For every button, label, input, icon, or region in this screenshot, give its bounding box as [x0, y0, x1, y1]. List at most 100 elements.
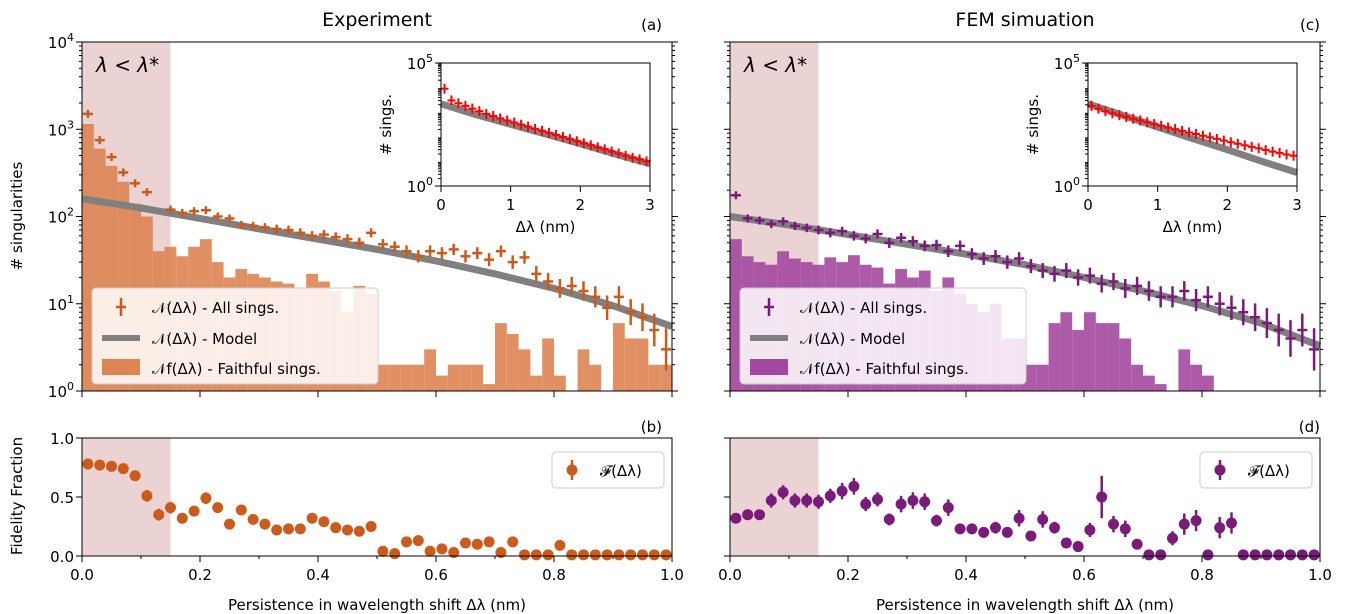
hist-bar	[388, 364, 401, 391]
data-point	[271, 524, 283, 536]
data-point	[872, 493, 883, 505]
x-tick-label: 0.4	[306, 566, 330, 584]
data-point	[754, 509, 765, 521]
legend-label: 𝒩(Δλ) - Model	[152, 330, 257, 348]
inset-y-tick-label: 100	[407, 175, 433, 196]
panel-b-plot: 0.0 0.2 0.4 0.6 0.8 1.0 0.0 0.5 1.0 𝓕(Δλ)	[50, 430, 684, 584]
data-point	[1037, 513, 1049, 525]
hist-bar	[93, 148, 106, 391]
x-tick-label: 1.0	[1308, 566, 1332, 584]
hist-bar	[506, 334, 519, 391]
x-tick-label: 1.0	[660, 566, 684, 584]
data-point	[919, 496, 931, 508]
data-point	[1049, 522, 1060, 534]
hist-bar	[1084, 312, 1096, 391]
panel-b-fidelity-experiment: (b) Fidelity Fraction Persistence in wav…	[8, 418, 662, 614]
inset-x-tick-label: 0	[436, 196, 446, 214]
x-tick-label: 0.6	[1072, 566, 1096, 584]
hist-bar	[554, 375, 566, 391]
data-point	[153, 509, 165, 521]
inset-frame	[1087, 62, 1298, 187]
data-point	[1296, 549, 1308, 561]
data-point	[848, 480, 860, 492]
panel-d-plot: 0.0 0.2 0.4 0.6 0.8 1.0 𝓕(Δλ)	[718, 437, 1332, 584]
legend-box	[739, 287, 1027, 385]
x-tick-label: 0.2	[188, 566, 212, 584]
data-point	[495, 546, 507, 558]
hist-bar	[1048, 323, 1061, 391]
inset-x-tick-label: 3	[645, 196, 655, 214]
data-point	[1249, 549, 1261, 561]
data-point	[1237, 549, 1249, 561]
data-point	[507, 536, 519, 548]
data-point	[1178, 518, 1190, 530]
data-point	[188, 505, 200, 517]
data-point	[365, 521, 377, 532]
hist-bar	[1107, 323, 1120, 391]
data-point	[82, 458, 94, 470]
hist-bar	[82, 123, 94, 392]
inset-background	[1088, 63, 1297, 186]
hist-bar	[447, 364, 460, 391]
data-point	[1119, 523, 1131, 535]
data-point	[836, 485, 848, 497]
inset-y-tick-label: 105	[1054, 52, 1080, 73]
data-point	[1072, 541, 1084, 553]
data-point	[448, 546, 460, 558]
data-point	[990, 522, 1001, 534]
data-point	[625, 549, 637, 561]
inset-y-tick-label: 100	[1054, 175, 1080, 196]
data-point	[613, 549, 625, 561]
hist-bar	[1131, 364, 1143, 391]
hist-bar	[117, 181, 130, 391]
data-point	[978, 526, 990, 538]
y-tick-label: 102	[48, 206, 74, 227]
panel-c-label: (c)	[1300, 16, 1320, 34]
legend-point-swatch	[1214, 464, 1226, 476]
data-point	[436, 543, 448, 555]
x-tick-label: 0.8	[1190, 566, 1214, 584]
hist-bar	[105, 165, 118, 391]
data-point	[176, 512, 188, 524]
data-point	[554, 539, 566, 551]
data-point	[401, 536, 412, 548]
hist-bar	[542, 338, 554, 391]
panel-b-xlabel: Persistence in wavelength shift Δλ (nm)	[228, 596, 526, 614]
inset-ylabel: # sings.	[377, 94, 395, 155]
data-point	[789, 495, 801, 507]
data-point	[637, 549, 648, 561]
y-tick-label: 0.5	[50, 489, 74, 507]
data-point	[578, 549, 589, 561]
data-point	[931, 515, 942, 527]
inset-y-tick-label: 105	[407, 52, 433, 73]
data-point	[294, 523, 306, 535]
data-point	[966, 523, 978, 535]
y-tick-label: 101	[48, 293, 74, 314]
inset-ylabel: # sings.	[1024, 94, 1042, 155]
data-point	[1143, 549, 1155, 561]
data-point	[660, 549, 672, 561]
model-line	[729, 213, 1322, 350]
panel-a-title: Experiment	[322, 9, 432, 31]
y-tick-label: 100	[48, 380, 74, 401]
data-point	[1273, 549, 1285, 561]
inset-x-tick-label: 3	[1292, 196, 1302, 214]
data-point	[283, 523, 294, 535]
data-point	[318, 516, 330, 528]
data-point	[1155, 549, 1167, 561]
hist-bar	[530, 375, 543, 391]
data-point	[330, 522, 342, 534]
panel-c-simulation-histogram: FEM simuation (c)	[955, 9, 1320, 34]
data-point	[483, 536, 495, 548]
data-point	[1096, 491, 1108, 503]
hist-bar	[1143, 375, 1155, 391]
data-point	[1084, 524, 1096, 536]
data-point	[765, 495, 777, 507]
data-point	[777, 486, 789, 498]
legend-hist-swatch	[102, 359, 140, 375]
hist-bar	[730, 239, 742, 391]
data-point	[259, 518, 271, 530]
hist-bar	[495, 323, 507, 391]
data-point	[471, 538, 483, 550]
hist-bar	[589, 364, 602, 391]
